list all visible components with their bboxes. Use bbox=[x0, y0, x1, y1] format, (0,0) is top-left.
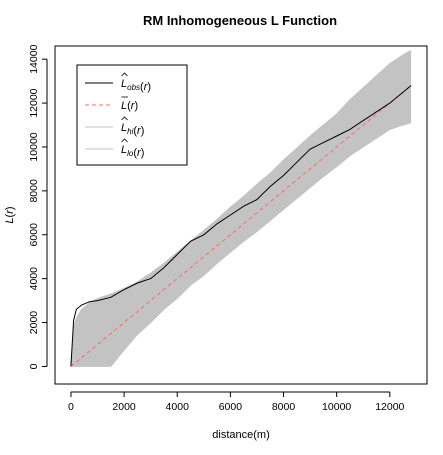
legend-hat-mark bbox=[121, 138, 128, 143]
y-tick-label: 6000 bbox=[28, 223, 40, 247]
x-axis: 0 2000 4000 6000 8000 10000 12000 bbox=[68, 391, 405, 413]
plot-border bbox=[54, 45, 428, 385]
series-line-observed bbox=[70, 85, 412, 367]
x-axis-title: distance(m) bbox=[212, 429, 269, 441]
y-tick-label: 10000 bbox=[28, 132, 40, 161]
x-tick-label: 2000 bbox=[112, 401, 136, 413]
series-line-lower-envelope bbox=[70, 122, 412, 367]
legend-label: Lobs(r) bbox=[121, 78, 151, 93]
x-tick-label: 4000 bbox=[166, 401, 190, 413]
legend-label: L(r) bbox=[121, 100, 138, 112]
legend-label: Llo(r) bbox=[121, 144, 144, 159]
legend-label: Lhi(r) bbox=[121, 122, 144, 137]
legend-entry: L(r) bbox=[121, 96, 138, 112]
y-tick-label: 12000 bbox=[28, 88, 40, 117]
y-axis-title-group: L(r) bbox=[4, 206, 16, 223]
legend-entry: Lobs(r) bbox=[121, 72, 151, 93]
y-tick-label: 2000 bbox=[28, 311, 40, 335]
x-tick-label: 8000 bbox=[272, 401, 296, 413]
y-axis: 0 2000 4000 6000 8000 10000 12000 14000 bbox=[28, 44, 48, 369]
legend-box bbox=[76, 64, 188, 166]
y-tick-label: 4000 bbox=[28, 267, 40, 291]
series-line-upper-envelope bbox=[70, 49, 412, 365]
y-tick-label: 0 bbox=[28, 363, 40, 369]
x-tick-label: 12000 bbox=[375, 401, 404, 413]
y-tick-label: 14000 bbox=[28, 44, 40, 73]
legend-hat-mark bbox=[121, 72, 128, 77]
plot-area bbox=[70, 49, 412, 367]
y-axis-title: L(r) bbox=[4, 206, 16, 223]
legend-entry: Lhi(r) bbox=[121, 116, 144, 137]
series-line-theoretical bbox=[70, 85, 412, 367]
y-tick-label: 8000 bbox=[28, 179, 40, 203]
chart-title: RM Inhomogeneous L Function bbox=[143, 13, 337, 28]
x-tick-label: 6000 bbox=[219, 401, 243, 413]
x-tick-label: 10000 bbox=[322, 401, 351, 413]
legend-entry: Llo(r) bbox=[121, 138, 144, 159]
legend-hat-mark bbox=[121, 116, 128, 121]
legend: Lobs(r) L(r) Lhi(r) Llo(r) bbox=[76, 64, 188, 166]
x-tick-label: 0 bbox=[68, 401, 74, 413]
